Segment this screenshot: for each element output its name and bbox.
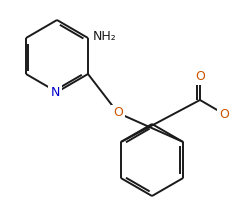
Text: O: O <box>219 107 229 120</box>
Text: NH₂: NH₂ <box>93 29 117 42</box>
Text: O: O <box>195 71 205 84</box>
Text: O: O <box>113 106 123 120</box>
Text: N: N <box>50 85 60 99</box>
